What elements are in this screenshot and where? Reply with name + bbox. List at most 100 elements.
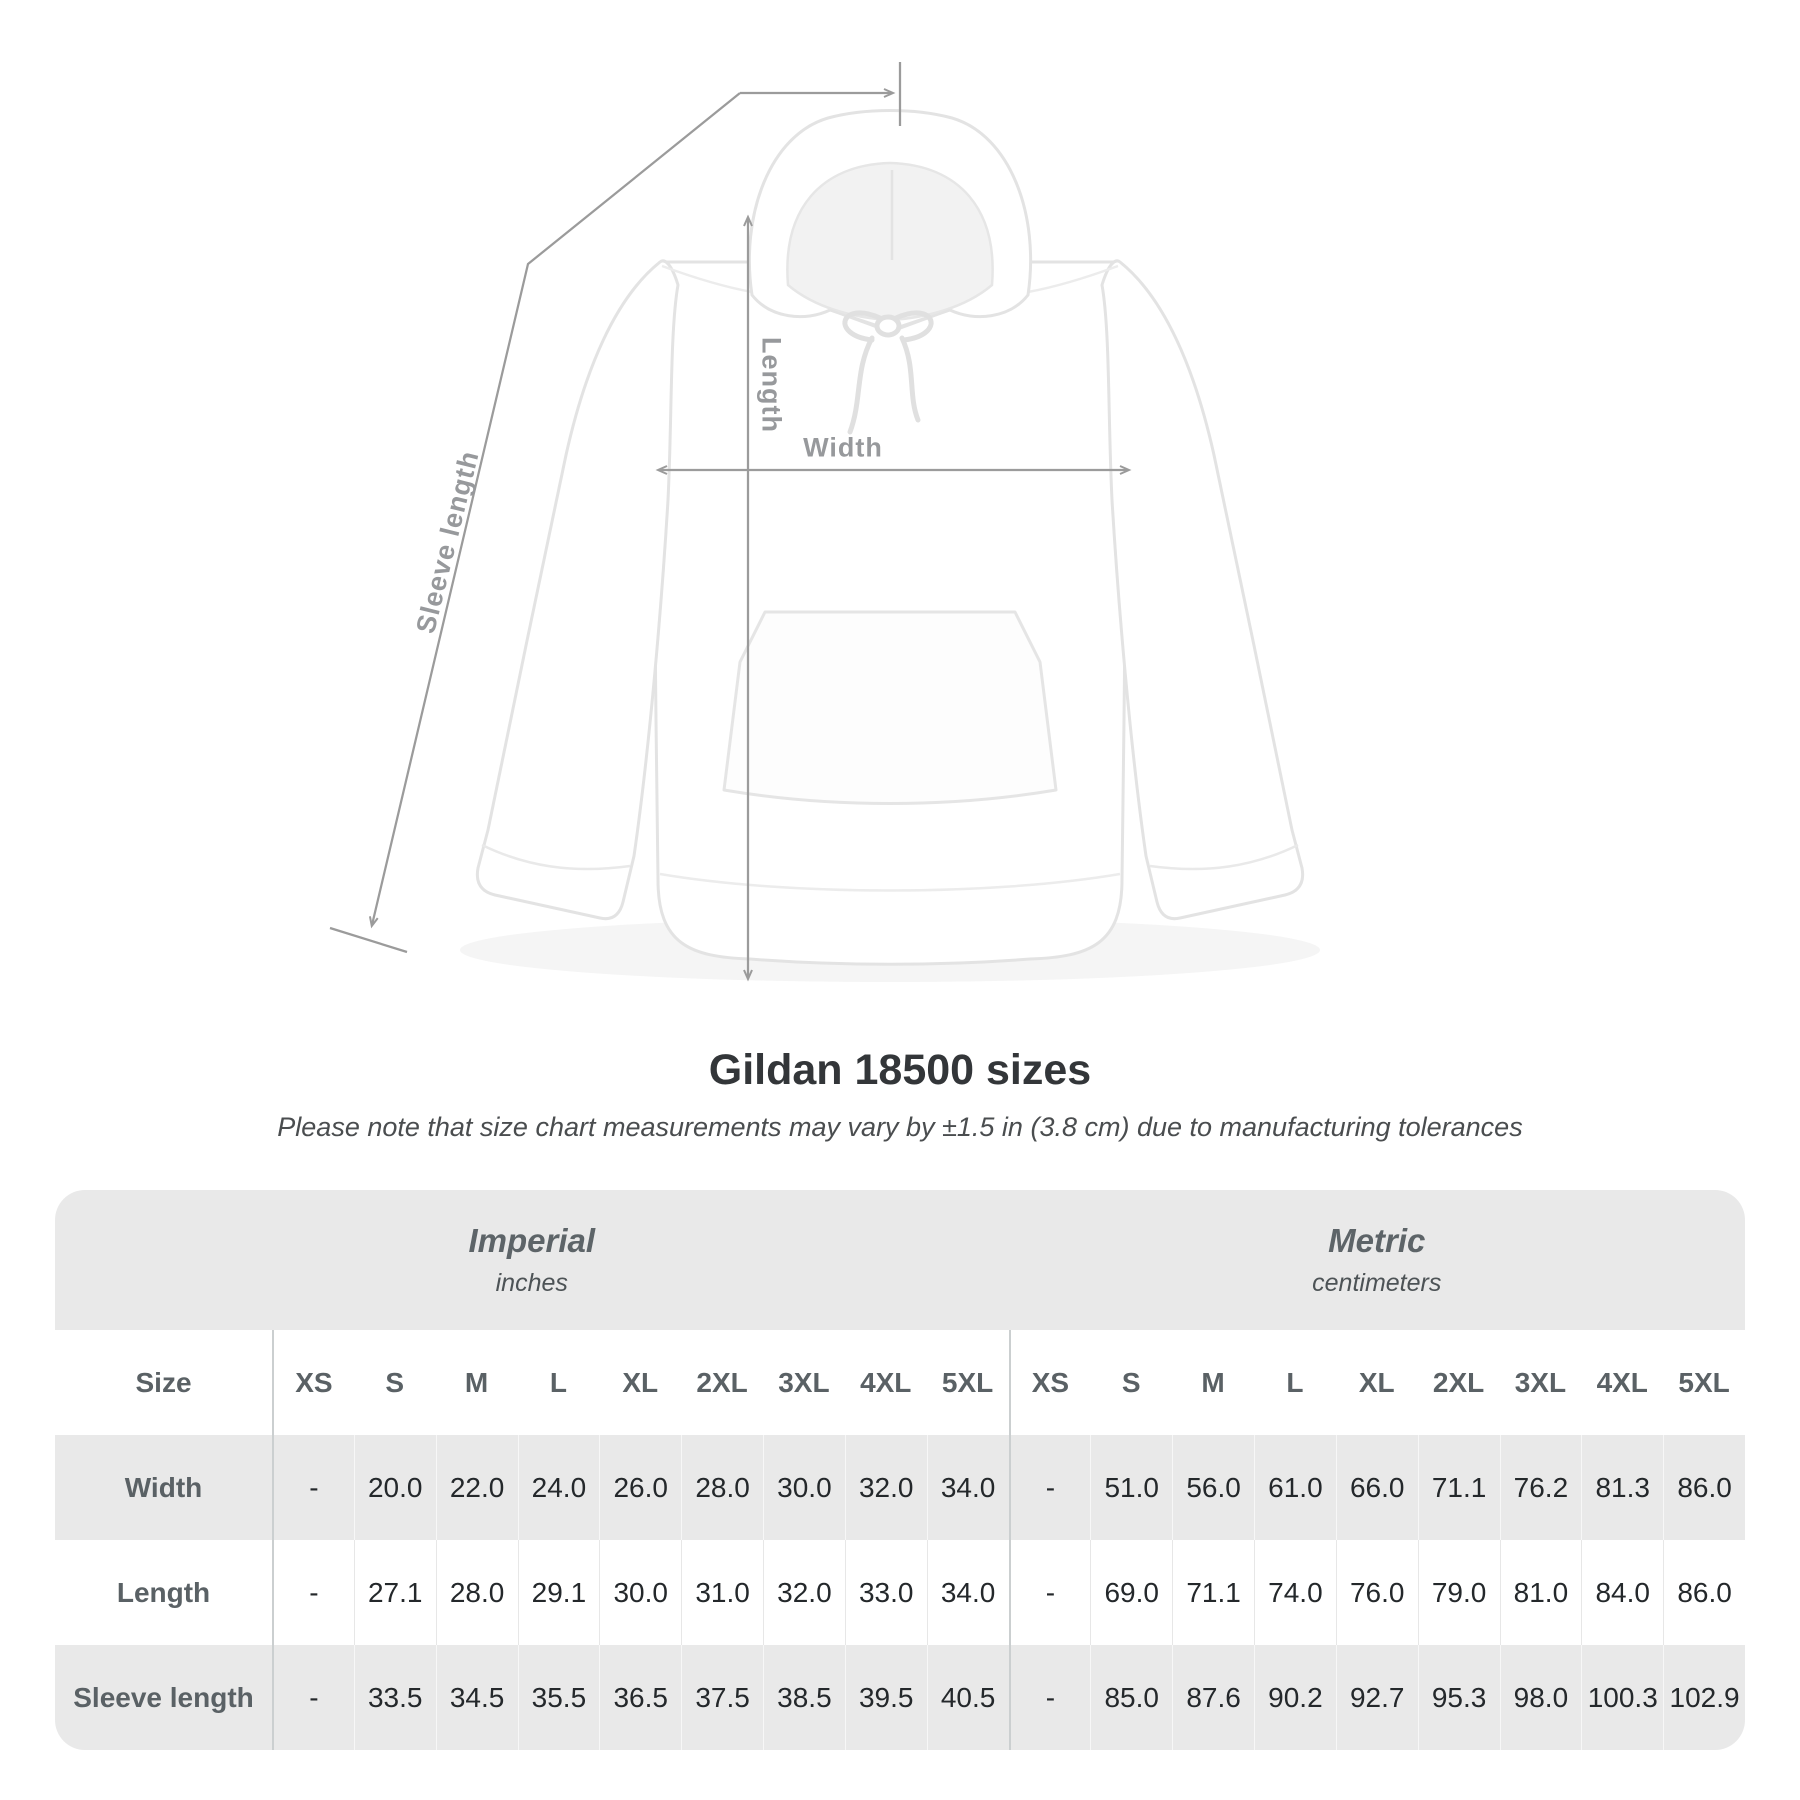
size-value-cell: 79.0 bbox=[1417, 1540, 1500, 1645]
size-value-cell: 85.0 bbox=[1090, 1645, 1172, 1750]
size-header: XL bbox=[1358, 1366, 1395, 1398]
imperial-unit-label: inches bbox=[495, 1269, 568, 1297]
imperial-label: Imperial bbox=[468, 1222, 596, 1259]
size-value-cell: 81.3 bbox=[1581, 1435, 1663, 1540]
size-header: XL bbox=[622, 1366, 659, 1398]
drawstring-bow bbox=[842, 310, 934, 435]
size-value-cell: 35.5 bbox=[517, 1645, 600, 1750]
size-header: 2XL bbox=[696, 1366, 748, 1398]
size-value-cell: 86.0 bbox=[1663, 1435, 1745, 1540]
table-row-length: Length - 27.1 28.0 29.1 30.0 31.0 32.0 3… bbox=[55, 1540, 1745, 1645]
hood-opening bbox=[786, 161, 994, 322]
size-column-header: Size bbox=[135, 1366, 192, 1398]
left-cuff-seam bbox=[481, 843, 631, 871]
size-header: M bbox=[464, 1366, 489, 1398]
size-value-cell: 38.5 bbox=[763, 1645, 845, 1750]
size-value-cell: 51.0 bbox=[1090, 1435, 1172, 1540]
size-value-cell: - bbox=[272, 1540, 354, 1645]
size-value-cell: 27.1 bbox=[353, 1540, 436, 1645]
size-value-cell: 33.5 bbox=[353, 1645, 436, 1750]
size-header: S bbox=[1121, 1366, 1141, 1398]
size-header: L bbox=[549, 1366, 567, 1398]
size-header: M bbox=[1201, 1366, 1225, 1398]
size-value-cell: - bbox=[272, 1645, 354, 1750]
metric-label: Metric bbox=[1328, 1222, 1426, 1259]
hoodie-measurement-diagram: Length Width Sleeve length bbox=[329, 62, 1305, 982]
size-value-cell: 34.5 bbox=[435, 1645, 518, 1750]
size-header: L bbox=[1286, 1366, 1304, 1398]
right-cuff-seam bbox=[1149, 843, 1299, 871]
size-header: XS bbox=[1008, 1330, 1091, 1435]
width-label: Width bbox=[803, 432, 883, 463]
size-value-cell: 86.0 bbox=[1663, 1540, 1745, 1645]
size-value-cell: 81.0 bbox=[1499, 1540, 1582, 1645]
unit-group-row: Imperial inches Metric centimeters bbox=[55, 1190, 1745, 1330]
size-value-cell: 32.0 bbox=[844, 1435, 927, 1540]
size-value-cell: 24.0 bbox=[517, 1435, 600, 1540]
metric-group-header: Metric centimeters bbox=[1009, 1190, 1746, 1330]
size-value-cell: - bbox=[1008, 1645, 1091, 1750]
hoodie-illustration bbox=[329, 62, 1305, 982]
size-value-cell: 100.3 bbox=[1581, 1645, 1663, 1750]
sleeve-measure-line bbox=[368, 92, 741, 929]
size-value-cell: 95.3 bbox=[1417, 1645, 1500, 1750]
size-header: 4XL bbox=[860, 1366, 912, 1398]
size-value-cell: 20.0 bbox=[353, 1435, 436, 1540]
size-header: 2XL bbox=[1432, 1366, 1485, 1398]
size-value-cell: 92.7 bbox=[1335, 1645, 1418, 1750]
length-label: Length bbox=[756, 337, 787, 433]
size-header: XS bbox=[272, 1330, 354, 1435]
size-value-cell: 40.5 bbox=[926, 1645, 1009, 1750]
size-header: S bbox=[385, 1366, 405, 1398]
size-value-cell: 22.0 bbox=[435, 1435, 518, 1540]
kangaroo-pocket bbox=[722, 610, 1058, 805]
hoodie-right-sleeve bbox=[1100, 259, 1305, 921]
size-value-cell: 36.5 bbox=[599, 1645, 681, 1750]
size-header: 4XL bbox=[1596, 1366, 1648, 1398]
size-header: 3XL bbox=[1514, 1366, 1567, 1398]
size-value-cell: 34.0 bbox=[926, 1435, 1009, 1540]
size-value-cell: 29.1 bbox=[517, 1540, 600, 1645]
size-value-cell: - bbox=[1008, 1540, 1091, 1645]
size-value-cell: 28.0 bbox=[681, 1435, 763, 1540]
tolerance-note: Please note that size chart measurements… bbox=[277, 1112, 1523, 1142]
size-value-cell: - bbox=[272, 1435, 354, 1540]
size-value-cell: 31.0 bbox=[681, 1540, 763, 1645]
table-row-width: Width - 20.0 22.0 24.0 26.0 28.0 30.0 32… bbox=[55, 1435, 1745, 1540]
size-value-cell: 26.0 bbox=[599, 1435, 681, 1540]
size-value-cell: 37.5 bbox=[681, 1645, 763, 1750]
size-header: 5XL bbox=[1678, 1366, 1730, 1398]
size-value-cell: 28.0 bbox=[435, 1540, 518, 1645]
size-value-cell: 71.1 bbox=[1172, 1540, 1254, 1645]
size-header: 5XL bbox=[941, 1366, 994, 1398]
sleeve-measure-tick-bottom bbox=[329, 926, 408, 954]
table-row-sleeve-length: Sleeve length - 33.5 34.5 35.5 36.5 37.5… bbox=[55, 1645, 1745, 1750]
size-value-cell: 30.0 bbox=[599, 1540, 681, 1645]
size-value-cell: 34.0 bbox=[926, 1540, 1009, 1645]
size-value-cell: 84.0 bbox=[1581, 1540, 1663, 1645]
size-value-cell: 71.1 bbox=[1417, 1435, 1500, 1540]
size-header-row: Size XS S M L XL 2XL 3XL 4XL 5XL XS S M … bbox=[55, 1330, 1745, 1435]
size-value-cell: 102.9 bbox=[1663, 1645, 1745, 1750]
size-value-cell: 69.0 bbox=[1090, 1540, 1172, 1645]
imperial-group-header: Imperial inches bbox=[55, 1190, 1009, 1330]
size-value-cell: 56.0 bbox=[1172, 1435, 1254, 1540]
size-value-cell: 76.2 bbox=[1499, 1435, 1582, 1540]
hem-seam bbox=[659, 872, 1121, 892]
size-value-cell: - bbox=[1008, 1435, 1091, 1540]
size-value-cell: 61.0 bbox=[1254, 1435, 1336, 1540]
size-table: Imperial inches Metric centimeters Size … bbox=[55, 1190, 1745, 1750]
size-value-cell: 98.0 bbox=[1499, 1645, 1582, 1750]
row-label: Width bbox=[124, 1471, 203, 1503]
size-value-cell: 39.5 bbox=[844, 1645, 927, 1750]
hoodie-left-sleeve bbox=[475, 259, 680, 921]
row-label: Sleeve length bbox=[73, 1681, 254, 1713]
size-value-cell: 87.6 bbox=[1172, 1645, 1254, 1750]
size-value-cell: 30.0 bbox=[763, 1435, 845, 1540]
size-value-cell: 90.2 bbox=[1254, 1645, 1336, 1750]
metric-unit-label: centimeters bbox=[1312, 1269, 1442, 1297]
size-value-cell: 33.0 bbox=[844, 1540, 927, 1645]
size-value-cell: 66.0 bbox=[1335, 1435, 1418, 1540]
size-header: 3XL bbox=[778, 1366, 830, 1398]
